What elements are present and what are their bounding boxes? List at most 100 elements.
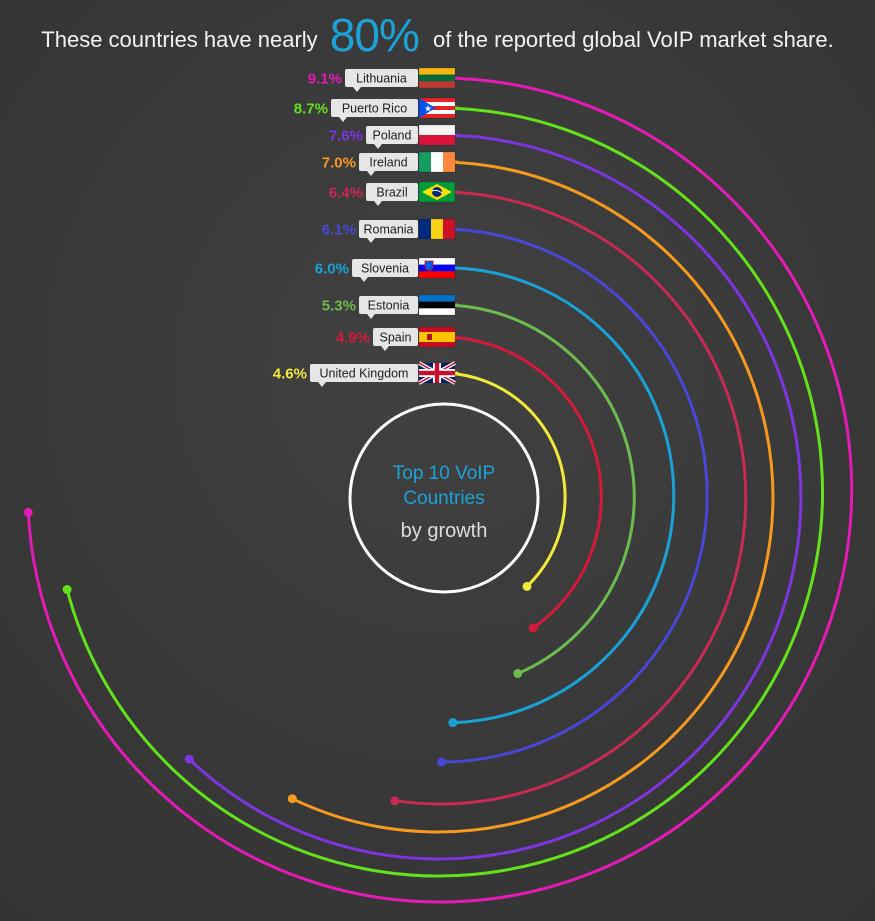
row-slovenia: Slovenia 6.0%	[315, 257, 456, 282]
country-name: Spain	[380, 331, 412, 345]
puerto-rico-flag-icon: ★	[418, 97, 456, 119]
tag-background	[331, 99, 418, 117]
row-poland: Poland 7.6%	[329, 124, 456, 149]
arc-end-dot-poland	[184, 754, 194, 764]
tag-pointer	[367, 171, 375, 176]
arc-end-dot-romania	[437, 757, 447, 767]
tag-background	[359, 296, 418, 314]
percent-label: 7.6%	[329, 128, 363, 145]
arc-estonia	[439, 303, 636, 675]
country-name: Slovenia	[361, 262, 409, 276]
slovenia-flag-icon	[418, 257, 456, 279]
country-tag-puerto-rico: Puerto Rico	[331, 99, 418, 122]
tag-pointer	[339, 117, 347, 122]
center-subtitle: by growth	[401, 520, 488, 542]
country-name: Brazil	[376, 186, 407, 200]
arc-brazil	[393, 190, 748, 806]
country-tag-brazil: Brazil	[366, 183, 418, 206]
country-tag-poland: Poland	[366, 126, 418, 149]
row-puerto-rico: Puerto Rico 8.7% ★	[294, 97, 456, 122]
arc-group	[23, 76, 854, 904]
center-title-line2: Countries	[403, 488, 484, 509]
country-tag-slovenia: Slovenia	[352, 259, 418, 282]
arc-poland	[187, 133, 803, 861]
arc-end-dot-brazil	[390, 796, 400, 806]
country-name: Romania	[363, 223, 413, 237]
country-name: Estonia	[368, 299, 410, 313]
united-kingdom-flag-icon	[418, 361, 456, 385]
row-united-kingdom: United Kingdom 4.6%	[273, 361, 456, 387]
arc-puerto-rico	[65, 106, 825, 878]
percent-label: 6.4%	[329, 185, 363, 202]
arc-ireland	[290, 160, 775, 834]
row-brazil: Brazil 6.4%	[329, 181, 456, 206]
headline: These countries have nearly 80% of the r…	[0, 4, 875, 61]
arc-end-dot-united-kingdom	[522, 581, 532, 591]
country-tag-spain: Spain	[373, 328, 418, 351]
arc-end-dot-spain	[528, 623, 538, 633]
lithuania-flag-icon	[418, 67, 456, 89]
spain-flag-icon	[418, 326, 456, 348]
tag-background	[359, 220, 418, 238]
arc-lithuania	[26, 76, 854, 904]
arc-end-dot-estonia	[513, 669, 523, 678]
percent-label: 4.6%	[273, 366, 307, 383]
country-name: United Kingdom	[320, 367, 409, 381]
country-name: Lithuania	[356, 72, 407, 86]
estonia-flag-icon	[418, 294, 456, 316]
svg-text:★: ★	[424, 105, 432, 115]
country-tag-ireland: Ireland	[359, 153, 418, 176]
tag-background	[373, 328, 418, 346]
tag-pointer	[367, 314, 375, 319]
tag-pointer	[374, 201, 382, 206]
center-title-line1: Top 10 VoIP	[393, 463, 495, 484]
country-tag-romania: Romania	[359, 220, 418, 243]
arc-romania	[439, 227, 709, 764]
arc-end-dot-slovenia	[448, 718, 458, 728]
tag-background	[345, 69, 418, 87]
percent-label: 7.0%	[322, 155, 356, 172]
country-tag-estonia: Estonia	[359, 296, 418, 319]
tag-background	[366, 183, 418, 201]
arc-end-dot-lithuania	[23, 507, 33, 517]
country-tag-lithuania: Lithuania	[345, 69, 418, 92]
headline-highlight: 80%	[329, 9, 420, 61]
label-group: Lithuania 9.1% Puerto Rico 8.7% ★ Poland 7.6% I…	[273, 67, 456, 387]
arc-spain	[439, 335, 603, 630]
country-name: Poland	[373, 129, 412, 143]
country-tag-united-kingdom: United Kingdom	[310, 364, 418, 387]
tag-pointer	[353, 87, 361, 92]
country-name: Puerto Rico	[342, 102, 407, 116]
percent-label: 4.9%	[336, 330, 370, 347]
headline-prefix: These countries have nearly	[41, 27, 318, 52]
tag-pointer	[374, 144, 382, 149]
row-romania: Romania 6.1%	[322, 218, 456, 243]
arc-united-kingdom	[439, 371, 567, 588]
row-spain: Spain 4.9%	[336, 326, 456, 351]
percent-label: 6.1%	[322, 222, 356, 239]
percent-label: 8.7%	[294, 101, 328, 118]
tag-pointer	[381, 346, 389, 351]
tag-background	[359, 153, 418, 171]
arc-end-dot-ireland	[287, 794, 297, 804]
arc-end-dot-puerto-rico	[62, 585, 72, 594]
ireland-flag-icon	[418, 151, 456, 173]
tag-pointer	[318, 382, 326, 387]
center-ring	[348, 402, 540, 594]
headline-suffix: of the reported global VoIP market share…	[432, 27, 834, 52]
percent-label: 5.3%	[322, 298, 356, 315]
tag-pointer	[360, 277, 368, 282]
row-lithuania: Lithuania 9.1%	[308, 67, 456, 92]
tag-pointer	[367, 238, 375, 243]
percent-label: 6.0%	[315, 261, 349, 278]
tag-background	[310, 364, 418, 382]
row-ireland: Ireland 7.0%	[322, 151, 456, 176]
country-name: Ireland	[369, 156, 407, 170]
row-estonia: Estonia 5.3%	[322, 294, 456, 319]
tag-background	[366, 126, 418, 144]
tag-background	[352, 259, 418, 277]
center-badge: Top 10 VoIP Countries by growth	[348, 402, 540, 594]
romania-flag-icon	[418, 218, 456, 240]
brazil-flag-icon	[418, 181, 456, 203]
